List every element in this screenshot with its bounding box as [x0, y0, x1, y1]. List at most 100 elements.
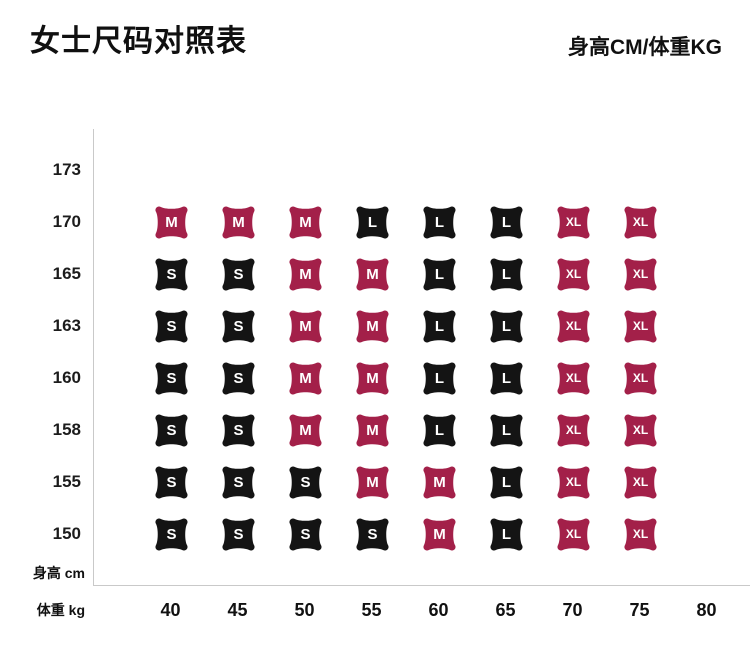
size-cell	[674, 404, 741, 456]
size-badge: S	[287, 464, 324, 501]
size-cell: S	[205, 404, 272, 456]
size-badge: S	[220, 256, 257, 293]
height-tick: 150	[52, 524, 81, 543]
size-badge: XL	[555, 516, 592, 553]
stamp-shape-icon	[289, 517, 322, 551]
stamp-shape-icon	[356, 413, 389, 447]
size-cell: S	[339, 508, 406, 560]
size-cell: S	[138, 300, 205, 352]
size-badge: L	[421, 308, 458, 345]
size-badge: M	[287, 360, 324, 397]
size-badge: M	[354, 412, 391, 449]
size-badge: L	[421, 360, 458, 397]
size-badge: S	[354, 516, 391, 553]
size-badge: M	[421, 464, 458, 501]
height-tick: 165	[52, 264, 81, 283]
size-row: S S M M L L XL XL	[138, 248, 750, 300]
size-badge: L	[421, 256, 458, 293]
size-cell: S	[272, 456, 339, 508]
size-cell: XL	[607, 404, 674, 456]
stamp-shape-icon	[490, 465, 523, 499]
stamp-shape-icon	[557, 361, 590, 395]
size-cell: L	[473, 300, 540, 352]
weight-tick: 70	[562, 599, 583, 620]
size-cell	[674, 508, 741, 560]
size-cell: S	[272, 508, 339, 560]
size-badge: XL	[622, 256, 659, 293]
height-axis-caption: 身高 cm	[32, 564, 85, 581]
stamp-shape-icon	[289, 413, 322, 447]
size-badge: L	[488, 360, 525, 397]
stamp-shape-icon	[423, 361, 456, 395]
size-cell	[674, 456, 741, 508]
size-cell: S	[205, 248, 272, 300]
stamp-shape-icon	[624, 205, 657, 239]
size-cell: M	[339, 352, 406, 404]
size-cell: L	[473, 456, 540, 508]
stamp-shape-icon	[490, 205, 523, 239]
size-badge: S	[153, 412, 190, 449]
size-badge: S	[153, 308, 190, 345]
size-badge: M	[287, 412, 324, 449]
size-cell: XL	[607, 248, 674, 300]
size-badge: S	[153, 360, 190, 397]
size-badge: M	[354, 256, 391, 293]
weight-axis: 体重 kg 40 45 50 55 60 65 70 75 80	[0, 586, 750, 625]
size-cell: L	[406, 404, 473, 456]
size-cell: M	[406, 508, 473, 560]
stamp-shape-icon	[155, 361, 188, 395]
header: 女士尺码对照表 身高CM/体重KG	[0, 0, 750, 61]
weight-tick: 60	[428, 599, 449, 620]
stamp-shape-icon	[624, 361, 657, 395]
size-badge: L	[488, 516, 525, 553]
stamp-shape-icon	[423, 517, 456, 551]
stamp-shape-icon	[624, 257, 657, 291]
stamp-shape-icon	[222, 517, 255, 551]
size-badge: S	[220, 412, 257, 449]
stamp-shape-icon	[423, 205, 456, 239]
stamp-shape-icon	[624, 465, 657, 499]
size-row: S S S S M L XL XL	[138, 508, 750, 560]
size-cell: L	[473, 352, 540, 404]
size-cell: XL	[607, 352, 674, 404]
stamp-shape-icon	[490, 413, 523, 447]
size-cell: XL	[540, 352, 607, 404]
size-badge: L	[488, 256, 525, 293]
stamp-shape-icon	[490, 361, 523, 395]
height-tick: 170	[52, 212, 81, 231]
size-cell	[473, 144, 540, 196]
size-row: S S M M L L XL XL	[138, 404, 750, 456]
size-badge: XL	[622, 360, 659, 397]
size-cell: M	[339, 300, 406, 352]
size-badge: XL	[555, 360, 592, 397]
height-tick: 160	[52, 368, 81, 387]
size-cell: XL	[607, 508, 674, 560]
stamp-shape-icon	[624, 413, 657, 447]
size-row	[138, 144, 750, 196]
stamp-shape-icon	[624, 309, 657, 343]
size-cell: L	[473, 508, 540, 560]
size-cell: L	[473, 196, 540, 248]
stamp-shape-icon	[155, 257, 188, 291]
size-badge: S	[153, 256, 190, 293]
stamp-shape-icon	[557, 309, 590, 343]
size-cell: L	[406, 352, 473, 404]
weight-tick: 45	[227, 599, 248, 620]
size-cell	[674, 196, 741, 248]
size-cell: XL	[607, 456, 674, 508]
size-badge: XL	[555, 412, 592, 449]
weight-ticks: 40 45 50 55 60 65 70 75 80	[137, 595, 740, 625]
stamp-shape-icon	[557, 517, 590, 551]
size-cell: S	[205, 352, 272, 404]
size-cell	[674, 300, 741, 352]
size-cell: M	[339, 456, 406, 508]
size-badge: S	[220, 360, 257, 397]
stamp-shape-icon	[222, 361, 255, 395]
size-badge: M	[287, 204, 324, 241]
size-badge: XL	[622, 308, 659, 345]
size-cell: L	[473, 404, 540, 456]
size-row: S S M M L L XL XL	[138, 300, 750, 352]
height-tick: 155	[52, 472, 81, 491]
stamp-shape-icon	[423, 257, 456, 291]
weight-tick: 65	[495, 599, 516, 620]
